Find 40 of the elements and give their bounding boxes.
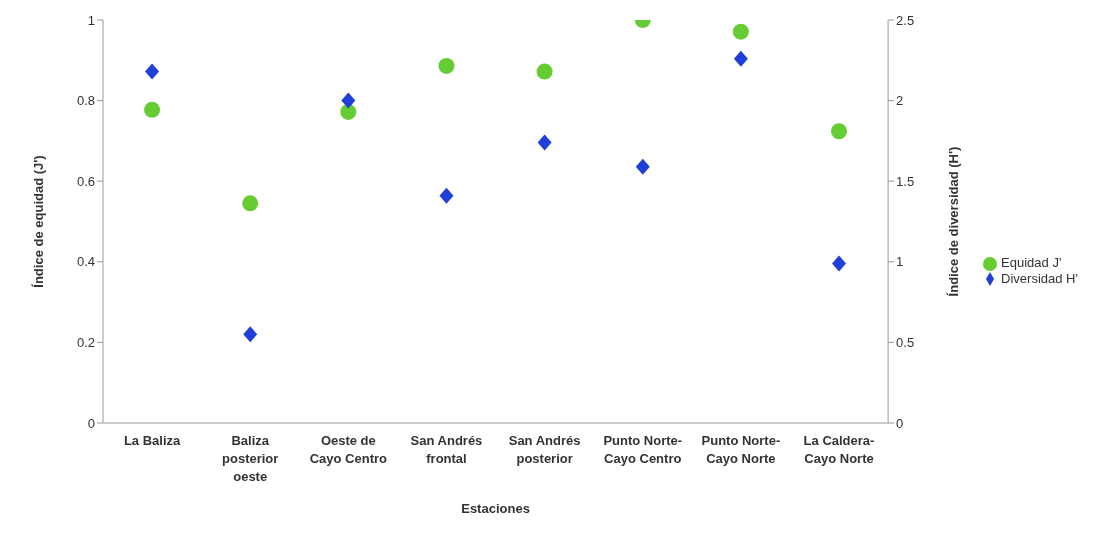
x-tick-label: Punto Norte-Cayo Norte xyxy=(701,433,781,466)
y2-axis-title: Índice de diversidad (H') xyxy=(945,146,961,297)
point xyxy=(732,23,749,40)
legend-label: Diversidad H' xyxy=(1001,270,1078,286)
point xyxy=(832,255,847,272)
point xyxy=(537,134,552,151)
y-tick-label: 1 xyxy=(87,12,95,28)
point xyxy=(438,57,455,74)
point xyxy=(243,326,258,343)
point xyxy=(340,103,357,120)
y2-tick-label: 2.5 xyxy=(896,12,915,28)
y-axis-title: Índice de equidad (J') xyxy=(30,155,46,288)
point xyxy=(635,158,650,175)
x-tick-label: Oeste de Cayo Centro xyxy=(309,433,388,466)
x-tick-label: Punto Norte-Cayo Centro xyxy=(603,433,683,466)
y2-tick-label: 2 xyxy=(896,93,904,109)
y-tick-label: 0.4 xyxy=(76,254,95,270)
x-tick-label: Baliza posterior oeste xyxy=(222,433,279,484)
y-tick-label: 0.2 xyxy=(76,335,95,351)
y2-tick-label: 0 xyxy=(896,415,904,431)
x-tick-label: San Andrés frontal xyxy=(410,433,483,466)
x-tick-label: La Baliza xyxy=(123,433,182,448)
point xyxy=(341,92,356,109)
y-tick-label: 0.6 xyxy=(76,173,95,189)
y2-tick-label: 0.5 xyxy=(896,335,915,351)
point xyxy=(242,195,259,212)
legend-label: Equidad J' xyxy=(1001,254,1062,270)
point xyxy=(145,63,160,80)
y-tick-label: 0 xyxy=(87,415,95,431)
x-tick-label: La Caldera-Cayo Norte xyxy=(803,433,875,466)
y2-tick-label: 1.5 xyxy=(896,173,915,189)
point xyxy=(144,101,161,118)
x-axis-title: Estaciones xyxy=(461,501,530,516)
y2-tick-label: 1 xyxy=(896,254,904,270)
x-tick-label: San Andrés posterior xyxy=(508,433,581,466)
point xyxy=(733,50,748,67)
point xyxy=(831,123,848,140)
y-tick-label: 0.8 xyxy=(76,93,95,109)
point xyxy=(536,63,553,80)
point xyxy=(439,187,454,204)
